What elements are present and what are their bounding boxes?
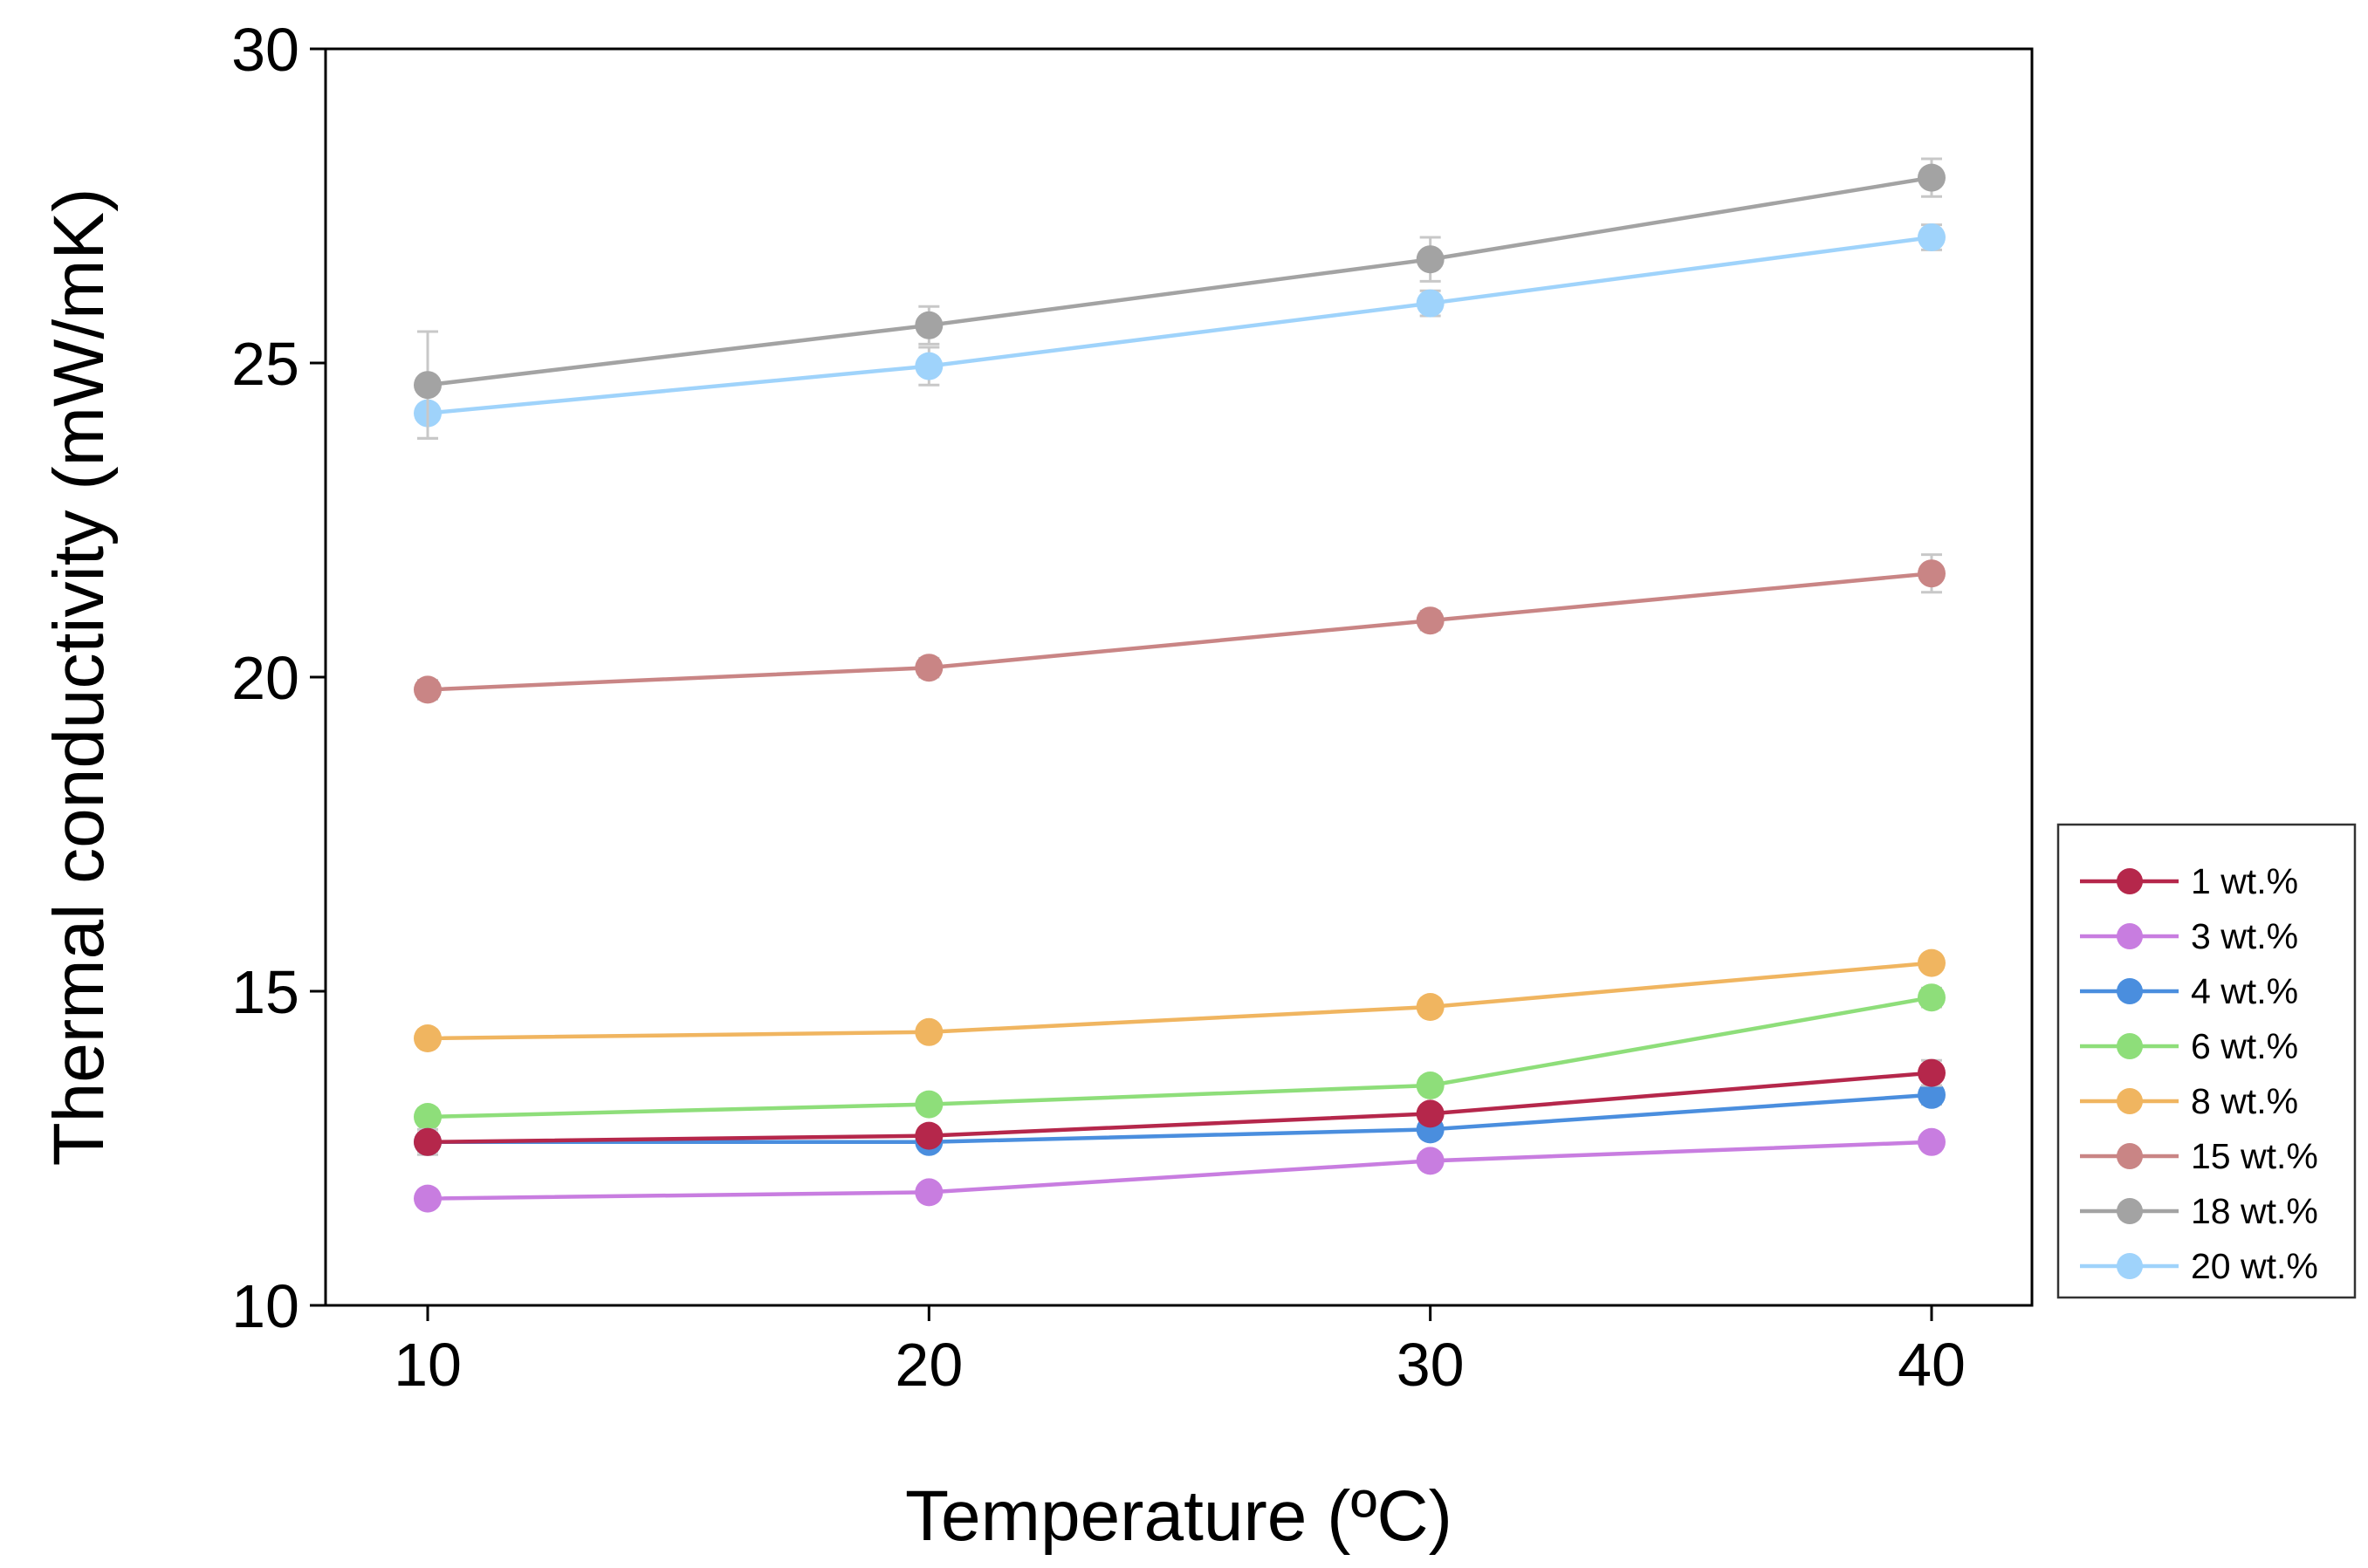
- data-point: [915, 352, 944, 380]
- series-6-wt: [414, 983, 1946, 1131]
- data-point: [915, 311, 944, 339]
- legend: 1 wt.% 3 wt.% 4 wt.% 6 wt.% 8 wt.% 15 wt.% 18 …: [2056, 823, 2357, 1299]
- data-point: [1918, 1080, 1946, 1109]
- series-line: [427, 1140, 1932, 1201]
- legend-item: 6 wt.%: [2080, 1026, 2298, 1066]
- legend-label: 6 wt.%: [2191, 1026, 2298, 1066]
- legend-marker: [2117, 1033, 2143, 1059]
- legend-marker: [2117, 868, 2143, 894]
- legend-marker: [2117, 1253, 2143, 1279]
- data-point: [1918, 1058, 1946, 1087]
- series-1-wt: [414, 1058, 1946, 1156]
- data-point: [414, 1127, 442, 1156]
- series-line: [427, 961, 1932, 1041]
- data-point: [915, 1090, 944, 1119]
- legend-item: 18 wt.%: [2080, 1191, 2318, 1231]
- series-line: [427, 571, 1932, 692]
- legend-marker: [2117, 1088, 2143, 1114]
- data-point: [1416, 993, 1445, 1021]
- series-line: [427, 235, 1932, 415]
- legend-marker: [2117, 1198, 2143, 1224]
- series-15-wt: [414, 553, 1946, 704]
- series-18-wt: [414, 157, 1946, 440]
- x-tick-label: 10: [394, 1331, 462, 1399]
- legend-item: 4 wt.%: [2080, 971, 2298, 1011]
- data-point: [1416, 1147, 1445, 1175]
- y-tick-label: 30: [231, 16, 299, 84]
- series-line: [427, 175, 1932, 387]
- data-point: [414, 371, 442, 400]
- y-tick-label: 20: [231, 644, 299, 712]
- data-point: [1416, 1072, 1445, 1099]
- legend-marker: [2117, 923, 2143, 949]
- data-point: [1918, 559, 1946, 588]
- data-point: [414, 1184, 442, 1213]
- data-point: [1416, 245, 1445, 274]
- data-point: [414, 675, 442, 704]
- series-line: [427, 995, 1932, 1120]
- data-point: [1416, 606, 1445, 635]
- data-point: [915, 1017, 944, 1046]
- data-point: [1416, 1099, 1445, 1128]
- data-point: [915, 654, 944, 682]
- legend-box: [2056, 823, 2357, 1299]
- data-point: [1918, 163, 1946, 192]
- y-tick-label: 10: [231, 1272, 299, 1340]
- series-20-wt: [414, 223, 1946, 440]
- series-8-wt: [414, 948, 1946, 1052]
- legend-label: 20 wt.%: [2191, 1246, 2318, 1286]
- y-tick-label: 25: [231, 330, 299, 398]
- series-layer: [414, 157, 1946, 1213]
- legend-marker: [2117, 978, 2143, 1004]
- series-line: [428, 1092, 1932, 1145]
- legend-label: 3 wt.%: [2191, 916, 2298, 956]
- data-point: [414, 1024, 442, 1052]
- legend-marker: [2117, 1143, 2143, 1169]
- series-3-wt: [414, 1127, 1946, 1213]
- legend-item: 20 wt.%: [2080, 1246, 2318, 1286]
- legend-item: 3 wt.%: [2080, 916, 2298, 956]
- x-axis-title: Temperature (ºC): [905, 1476, 1452, 1556]
- data-point: [1918, 223, 1946, 251]
- x-tick-label: 20: [895, 1331, 963, 1399]
- legend-label: 8 wt.%: [2191, 1081, 2298, 1121]
- x-tick-label: 40: [1898, 1331, 1966, 1399]
- y-axis-title: Thermal conductivity (mW/mK): [39, 188, 119, 1167]
- legend-label: 18 wt.%: [2191, 1191, 2318, 1231]
- axis-ticks: 10 15 20 25 30 10 20 30 40: [231, 16, 1966, 1399]
- legend-label: 15 wt.%: [2191, 1136, 2318, 1176]
- x-tick-label: 30: [1397, 1331, 1465, 1399]
- data-point: [1918, 948, 1946, 977]
- data-point: [1416, 289, 1445, 318]
- data-point: [915, 1178, 944, 1207]
- data-point: [414, 1103, 442, 1131]
- data-point: [915, 1121, 944, 1150]
- legend-label: 1 wt.%: [2191, 861, 2298, 901]
- legend-label: 4 wt.%: [2191, 971, 2298, 1011]
- legend-item: 15 wt.%: [2080, 1136, 2318, 1176]
- y-tick-label: 15: [231, 958, 299, 1026]
- series-line: [427, 1071, 1932, 1145]
- legend-item: 8 wt.%: [2080, 1081, 2298, 1121]
- legend-item: 1 wt.%: [2080, 861, 2298, 901]
- data-point: [1918, 983, 1946, 1012]
- data-point: [1918, 1127, 1946, 1156]
